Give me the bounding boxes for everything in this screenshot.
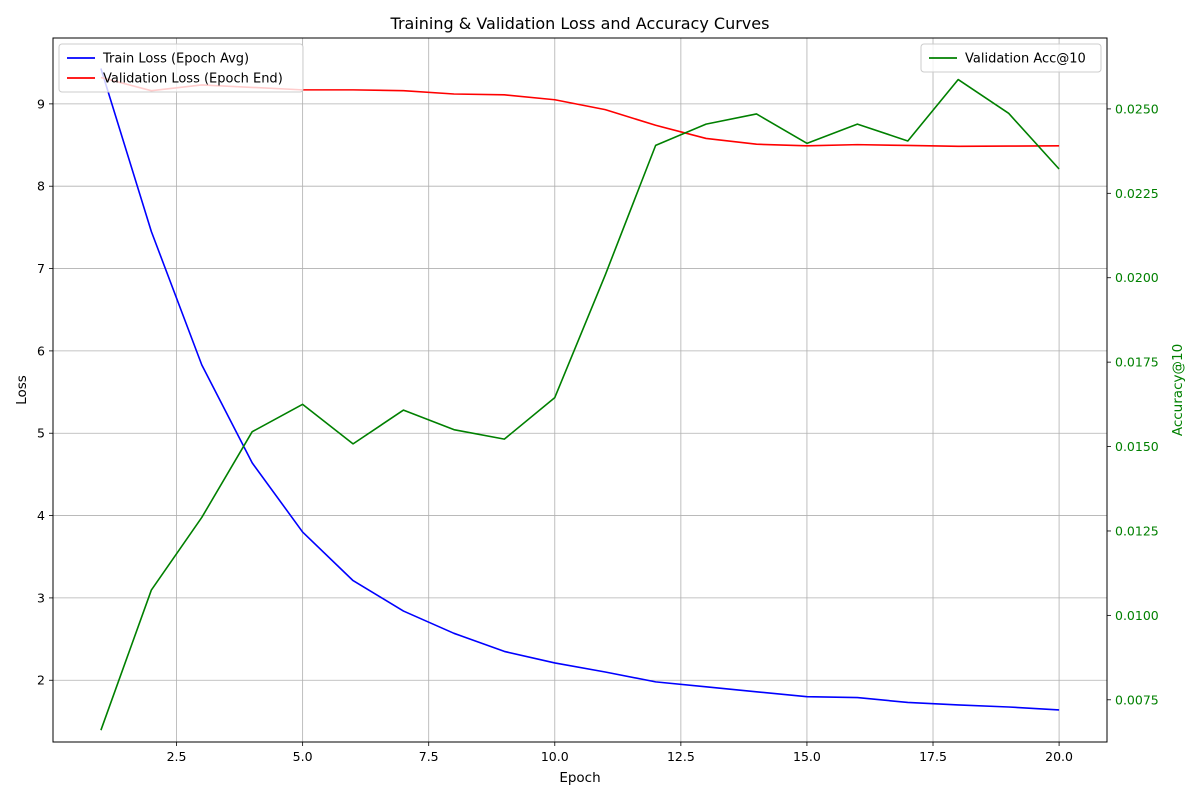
y-right-tick-label: 0.0150 — [1115, 439, 1159, 454]
y-right-tick-label: 0.0100 — [1115, 608, 1159, 623]
y-axis-left-ticks: 2 3 4 5 6 7 8 9 — [37, 96, 53, 688]
legend-label: Train Loss (Epoch Avg) — [102, 52, 249, 67]
y-tick-label: 6 — [37, 343, 45, 358]
x-tick-label: 12.5 — [667, 749, 695, 764]
y-tick-label: 9 — [37, 96, 45, 111]
plot-frame — [52, 37, 1108, 743]
x-axis-title: Epoch — [559, 770, 600, 786]
x-axis-ticks: 2.5 5.0 7.5 10.0 12.5 15.0 17.5 20.0 — [167, 742, 1073, 764]
series-line-train-loss-epoch-avg — [100, 68, 1060, 711]
y-tick-label: 2 — [37, 673, 45, 688]
x-tick-label: 20.0 — [1045, 749, 1073, 764]
y-right-tick-label: 0.0075 — [1115, 692, 1159, 707]
y-right-tick-label: 0.0225 — [1115, 186, 1159, 201]
legend-label: Validation Loss (Epoch End) — [103, 72, 283, 87]
legend-box — [58, 43, 304, 93]
y-tick-label: 7 — [37, 261, 45, 276]
y-tick-label: 4 — [37, 508, 45, 523]
gridlines — [53, 38, 1107, 742]
y-tick-label: 3 — [37, 590, 45, 605]
y-axis-right-ticks: 0.0075 0.0100 0.0125 0.0150 0.0175 0.0200 0.02… — [1107, 101, 1159, 707]
legend-left: Train Loss (Epoch Avg) Validation Loss (E… — [58, 43, 304, 93]
y-right-tick-label: 0.0125 — [1115, 523, 1159, 538]
legend-right: Validation Acc@10 — [920, 43, 1102, 73]
x-tick-label: 15.0 — [793, 749, 821, 764]
x-tick-label: 10.0 — [541, 749, 569, 764]
legend-label: Validation Acc@10 — [965, 52, 1086, 67]
chart-title: Training & Validation Loss and Accuracy … — [390, 14, 770, 33]
x-tick-label: 7.5 — [419, 749, 439, 764]
x-tick-label: 2.5 — [167, 749, 187, 764]
series-line-validation-acc-10 — [100, 78, 1060, 731]
y-right-tick-label: 0.0175 — [1115, 355, 1159, 370]
legend-box — [920, 43, 1102, 73]
y-axis-left-title: Loss — [14, 375, 30, 405]
y-axis-right-title: Accuracy@10 — [1170, 344, 1186, 436]
y-tick-label: 8 — [37, 179, 45, 194]
y-right-tick-label: 0.0250 — [1115, 101, 1159, 116]
y-tick-label: 5 — [37, 426, 45, 441]
y-right-tick-label: 0.0200 — [1115, 270, 1159, 285]
x-tick-label: 17.5 — [919, 749, 947, 764]
x-tick-label: 5.0 — [293, 749, 313, 764]
